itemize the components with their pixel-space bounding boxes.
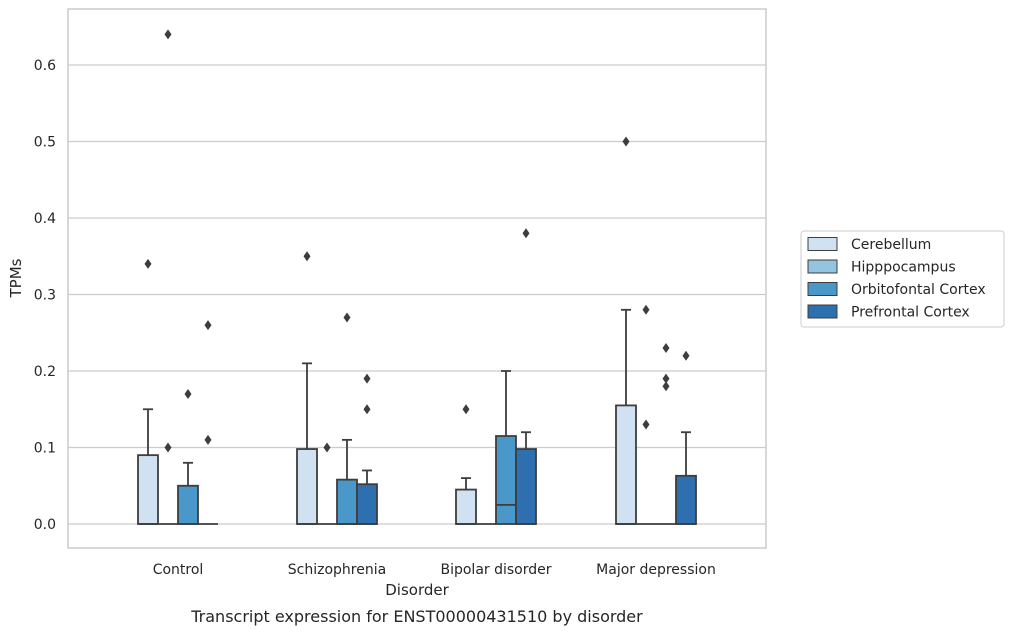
y-tick-label: 0.4 [34, 211, 56, 227]
outlier-point [642, 304, 650, 315]
legend-label: Orbitofontal Cortex [851, 282, 986, 298]
outlier-point [323, 442, 331, 453]
box-rect [495, 435, 517, 525]
plot-frame [67, 8, 767, 549]
box-cerebellum [455, 404, 477, 525]
box-hipppocampus [636, 304, 656, 525]
outlier-point [164, 442, 172, 453]
box-prefrontal-cortex [515, 228, 537, 525]
box-hipppocampus [317, 442, 337, 525]
box-rect [336, 478, 358, 525]
box-cerebellum [137, 258, 159, 525]
box-orbitofontal-cortex [656, 343, 676, 525]
box-rect [177, 484, 199, 525]
legend-swatch [807, 282, 838, 296]
box-rect [675, 474, 697, 525]
box-hipppocampus [158, 29, 178, 525]
outlier-point [522, 228, 530, 239]
box-prefrontal-cortex [356, 373, 378, 525]
outlier-point [682, 350, 690, 361]
y-tick-label: 0.0 [34, 517, 56, 533]
x-tick-label: Bipolar disorder [440, 562, 551, 578]
box-rect [515, 448, 537, 525]
outlier-point [144, 258, 152, 269]
legend: Cerebellum Hipppocampus Orbitofontal Corte… [800, 230, 1005, 328]
legend-label: Hipppocampus [851, 260, 956, 276]
y-tick-label: 0.3 [34, 288, 56, 304]
outlier-point [363, 373, 371, 384]
outlier-point [204, 320, 212, 331]
chart-caption: Transcript expression for ENST0000043151… [190, 607, 643, 626]
outlier-point [662, 381, 670, 392]
box-orbitofontal-cortex [177, 388, 199, 525]
legend-swatch [807, 259, 838, 274]
legend-label: Prefrontal Cortex [851, 305, 970, 321]
box-rect [615, 404, 637, 525]
y-tick-label: 0.1 [34, 441, 56, 457]
legend-swatch [807, 237, 838, 251]
x-tick-label: Major depression [596, 562, 716, 578]
outlier-point [343, 312, 351, 323]
legend-swatch [807, 304, 838, 319]
box-plots [137, 29, 697, 525]
x-tick-label: Schizophrenia [288, 562, 386, 578]
y-tick-label: 0.5 [34, 135, 56, 151]
outlier-point [303, 251, 311, 262]
outlier-point [622, 136, 630, 147]
y-tick-label: 0.2 [34, 364, 56, 380]
x-axis-title: Disorder [385, 581, 449, 599]
box-cerebellum [615, 136, 637, 525]
plot-background [68, 9, 766, 548]
x-tick-label: Control [153, 562, 204, 578]
box-rect [137, 454, 159, 525]
box-rect [455, 488, 477, 525]
outlier-point [662, 373, 670, 384]
box-prefrontal-cortex [198, 320, 218, 525]
legend-label: Cerebellum [851, 237, 931, 253]
outlier-point [642, 419, 650, 430]
box-rect [296, 448, 318, 525]
outlier-point [662, 343, 670, 354]
box-cerebellum [296, 251, 318, 525]
outlier-point [164, 29, 172, 40]
box-prefrontal-cortex [675, 350, 697, 525]
outlier-point [462, 404, 470, 415]
outlier-point [363, 404, 371, 415]
y-axis-title: TPMs [7, 258, 25, 298]
x-tick-labels: Control Schizophrenia Bipolar disorder Majo… [153, 562, 716, 578]
y-gridlines [68, 64, 766, 525]
legend-frame [800, 230, 1005, 328]
y-tick-label: 0.6 [34, 58, 56, 74]
outlier-point [184, 388, 192, 399]
y-tick-labels: 0.0 0.1 0.2 0.3 0.4 0.5 0.6 [34, 58, 56, 533]
box-rect [356, 483, 378, 525]
outlier-point [204, 434, 212, 445]
